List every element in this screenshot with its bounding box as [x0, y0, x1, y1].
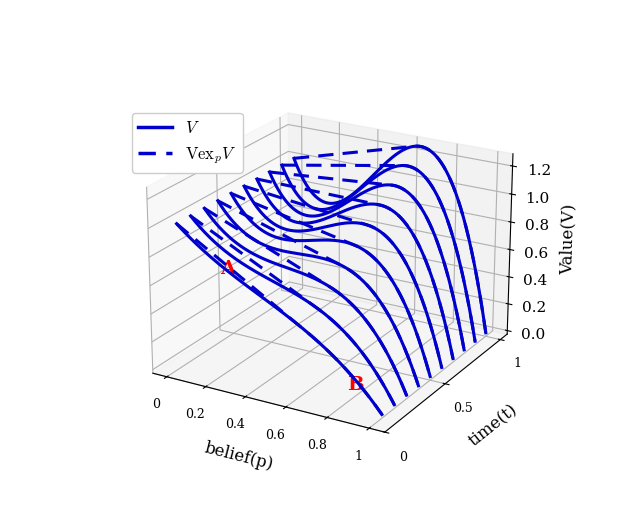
X-axis label: belief(p): belief(p)	[202, 439, 275, 473]
Legend: $V$, $\mathrm{Vex}_p V$: $V$, $\mathrm{Vex}_p V$	[131, 113, 243, 172]
Y-axis label: time(t): time(t)	[465, 401, 521, 450]
